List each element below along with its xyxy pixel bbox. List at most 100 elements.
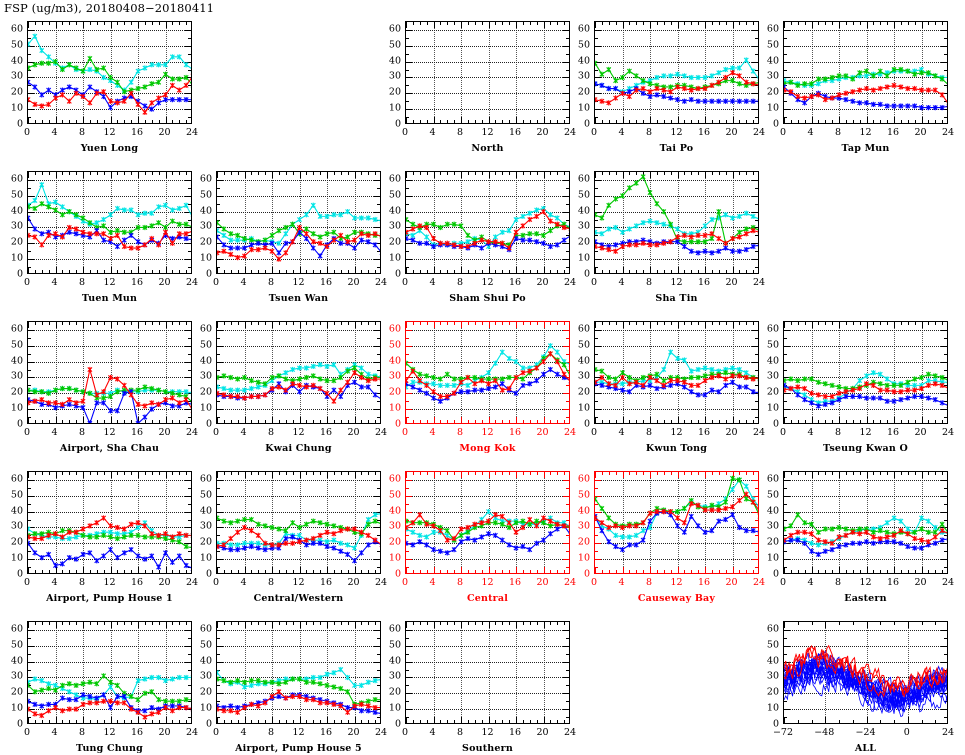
axis-tick-x	[550, 622, 552, 625]
axis-tick-x	[461, 472, 462, 478]
axis-tick-x	[907, 472, 909, 475]
axis-tick-x	[698, 420, 700, 423]
x-axis-tick-label: 20	[725, 127, 738, 138]
axis-tick-x	[629, 420, 631, 423]
y-axis-tick-label: 40	[388, 654, 401, 666]
axis-tick-x	[55, 267, 57, 273]
series-green	[28, 384, 191, 406]
axis-tick-y	[217, 701, 220, 703]
axis-tick-y	[941, 559, 947, 561]
axis-tick-x	[900, 322, 902, 325]
axis-tick-x	[928, 472, 930, 475]
axis-tick-x	[684, 270, 686, 273]
axis-tick-x	[426, 22, 428, 25]
axis-tick-x	[684, 570, 686, 573]
axis-tick-y	[784, 551, 787, 553]
plot-panel-eastern: 0 10 20 30 40 50 60 0 4 8 12 16 20 24 Eastern	[767, 471, 954, 604]
series-layer	[217, 511, 380, 564]
axis-tick-x	[643, 270, 645, 273]
axis-tick-x	[467, 322, 469, 325]
axis-tick-x	[361, 322, 363, 325]
axis-tick-x	[907, 622, 909, 628]
y-axis-tick-label: 30	[766, 370, 779, 382]
axis-tick-y	[377, 669, 380, 671]
axis-tick-y	[563, 543, 569, 545]
axis-tick-x	[406, 417, 407, 423]
axis-tick-x	[55, 172, 57, 178]
gridline-vertical	[138, 322, 139, 423]
axis-tick-x	[83, 22, 84, 28]
axis-tick-y	[941, 495, 947, 497]
gridline-vertical	[244, 172, 246, 273]
y-axis-tick-label: 30	[766, 670, 779, 682]
axis-tick-y	[217, 409, 223, 411]
axis-tick-x	[811, 472, 813, 478]
axis-tick-y	[406, 227, 412, 229]
axis-tick-x	[557, 22, 559, 25]
axis-tick-y	[217, 353, 220, 355]
axis-tick-y	[217, 417, 220, 419]
axis-tick-x	[144, 622, 146, 625]
axis-tick-x	[935, 570, 937, 573]
axis-tick-x	[663, 472, 665, 475]
axis-tick-y	[752, 243, 758, 245]
axis-tick-x	[76, 622, 78, 625]
plot-frame	[216, 621, 381, 724]
axis-tick-x	[313, 322, 315, 325]
x-axis-tick-label: 12	[103, 277, 116, 288]
series-blue	[28, 215, 191, 250]
axis-tick-x	[488, 717, 490, 723]
series-layer	[595, 57, 758, 106]
axis-tick-y	[217, 629, 223, 631]
axis-tick-x	[670, 270, 672, 273]
axis-tick-y	[406, 645, 412, 647]
axis-tick-y	[28, 109, 34, 111]
series-red	[28, 366, 191, 413]
axis-tick-x	[677, 417, 679, 423]
axis-tick-x	[797, 622, 799, 625]
axis-tick-x	[306, 570, 308, 573]
axis-tick-y	[217, 567, 220, 569]
axis-tick-x	[907, 420, 909, 423]
axis-tick-x	[543, 22, 545, 28]
axis-tick-y	[28, 61, 34, 63]
x-axis-tick-label: 8	[78, 577, 86, 588]
axis-tick-x	[406, 322, 407, 328]
y-axis-tick-label: 10	[766, 402, 779, 414]
plot-panel-north: 0 10 20 30 40 50 60 0 4 8 12 16 20 24 North	[389, 21, 576, 154]
gridline-horizontal	[406, 393, 569, 395]
axis-tick-x	[419, 172, 421, 175]
axis-tick-x	[615, 472, 617, 475]
plot-panel-tap-mun: 0 10 20 30 40 50 60 0 4 8 12 16 20 24 Tap Mun	[767, 21, 954, 154]
axis-tick-x	[753, 472, 755, 475]
axis-tick-y	[784, 653, 787, 655]
axis-tick-y	[217, 377, 223, 379]
x-axis-tick-label: 0	[590, 427, 598, 438]
axis-tick-x	[340, 270, 342, 273]
axis-tick-y	[28, 511, 34, 513]
axis-tick-y	[752, 361, 758, 363]
axis-tick-x	[110, 172, 112, 178]
axis-tick-x	[677, 322, 679, 328]
axis-tick-x	[622, 417, 624, 423]
axis-tick-x	[725, 120, 727, 123]
axis-tick-y	[752, 45, 758, 47]
axis-tick-x	[292, 322, 294, 325]
axis-tick-y	[755, 37, 758, 39]
gridline-vertical	[488, 172, 490, 273]
axis-tick-y	[595, 195, 601, 197]
axis-tick-x	[172, 322, 174, 325]
axis-tick-x	[144, 570, 146, 573]
axis-tick-x	[165, 267, 167, 273]
axis-tick-x	[622, 567, 624, 573]
y-axis-tick-label: 20	[199, 536, 212, 548]
x-axis-tick-label: 20	[158, 277, 171, 288]
axis-tick-y	[217, 637, 220, 639]
axis-tick-x	[186, 570, 188, 573]
axis-tick-x	[76, 172, 78, 175]
axis-tick-y	[377, 337, 380, 339]
y-axis-tick-label: 40	[577, 54, 590, 66]
axis-tick-y	[752, 61, 758, 63]
axis-tick-x	[440, 172, 442, 175]
axis-tick-y	[217, 195, 223, 197]
